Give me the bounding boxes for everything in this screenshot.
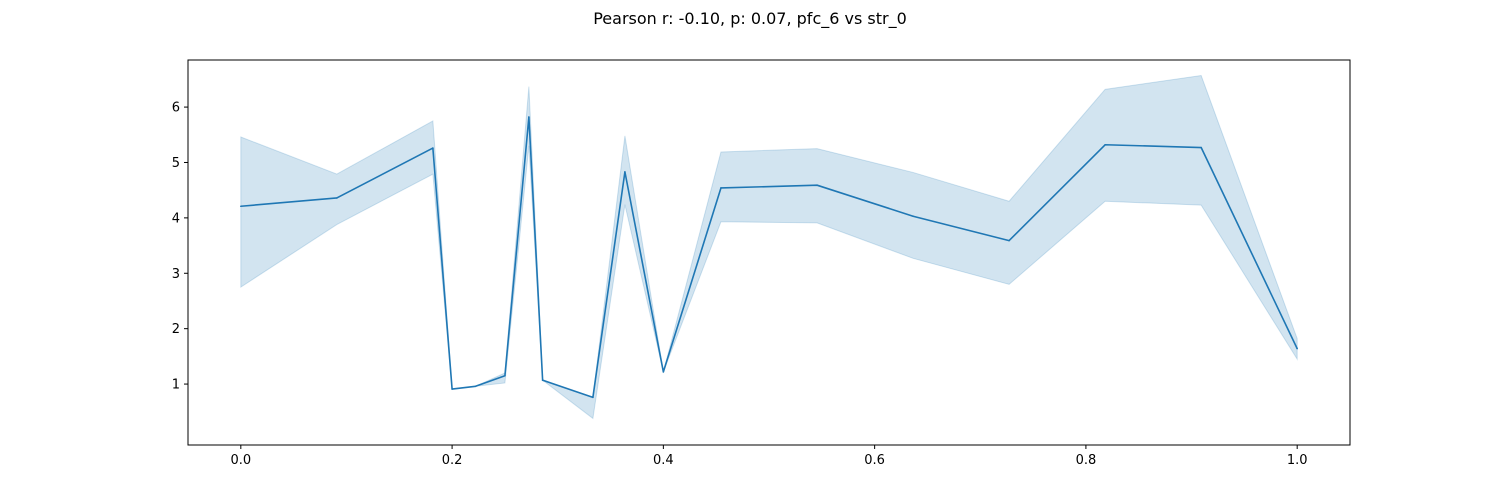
axes: 0.0 0.2 0.4 0.6 0.8 1.0 1 2 3 4 5 6 <box>172 59 1351 468</box>
data-point <box>474 385 477 388</box>
chart-title: Pearson r: -0.10, p: 0.07, pfc_6 vs str_… <box>593 9 907 29</box>
y-tick-label: 1 <box>172 378 180 393</box>
x-tick-label: 0.2 <box>442 453 463 468</box>
data-point <box>1200 146 1202 149</box>
data-point <box>528 116 530 118</box>
y-tick-label: 4 <box>172 211 180 226</box>
y-tick-label: 5 <box>172 156 180 171</box>
data-point <box>1104 143 1106 146</box>
axes-frame <box>187 59 1351 446</box>
data-point <box>624 171 626 173</box>
data-point <box>504 374 506 377</box>
plot-area <box>240 74 1298 420</box>
confidence-band <box>240 74 1298 420</box>
x-tick-label: 0.6 <box>864 453 885 468</box>
data-point <box>662 371 665 373</box>
data-point <box>432 147 434 149</box>
y-tick-label: 3 <box>172 267 180 282</box>
data-point <box>451 388 453 390</box>
data-point <box>240 205 242 208</box>
x-tick-label: 0.0 <box>230 453 251 468</box>
y-tick-label: 6 <box>172 101 180 116</box>
x-tick-label: 0.4 <box>653 453 674 468</box>
data-point <box>541 379 544 381</box>
data-point <box>1296 347 1298 350</box>
x-tick-label: 1.0 <box>1287 453 1308 468</box>
x-tick-label: 0.8 <box>1076 453 1097 468</box>
data-point <box>1008 239 1010 242</box>
data-point <box>336 197 338 199</box>
y-tick-label: 2 <box>172 322 180 337</box>
data-point <box>816 184 818 186</box>
data-point <box>912 215 914 218</box>
data-point <box>592 396 594 399</box>
data-point <box>720 187 722 189</box>
series-line <box>240 116 1298 399</box>
